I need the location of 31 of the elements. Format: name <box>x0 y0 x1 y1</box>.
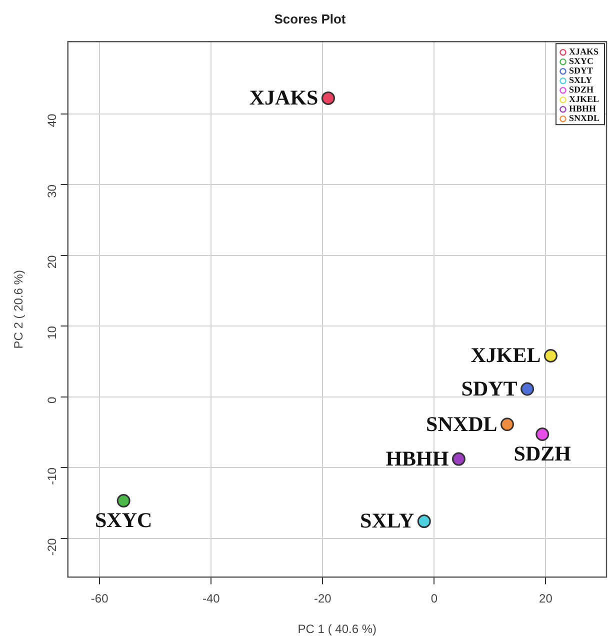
legend-label: SXLY <box>568 75 593 86</box>
text: SDYT <box>461 376 518 400</box>
y-tick-label: 20 <box>45 254 60 269</box>
legend-label: SXYC <box>568 56 594 66</box>
y-axis-title: PC 2 ( 20.6 %) <box>12 270 26 349</box>
legend-label: HBHH <box>568 104 596 114</box>
text: HBHH <box>386 446 449 470</box>
legend-label: XJAKS <box>568 46 599 57</box>
text: XJKEL <box>470 343 541 368</box>
text: SNXDL <box>426 412 498 436</box>
y-tick-label: 30 <box>45 184 60 198</box>
x-axis-title: PC 1 ( 40.6 %) <box>298 622 376 636</box>
legend-label: SNXDL <box>568 113 600 124</box>
legend-label: SDZH <box>568 84 594 95</box>
y-tick-label: -20 <box>45 538 60 556</box>
x-tick-label: -40 <box>202 592 220 606</box>
text: SXLY <box>360 508 414 533</box>
text: SDZH <box>514 442 571 466</box>
y-tick-label: 0 <box>45 396 60 404</box>
y-tick-label: 40 <box>45 113 60 128</box>
x-tick-label: -60 <box>90 592 109 606</box>
x-tick-label: -20 <box>314 592 332 606</box>
x-tick-label: 0 <box>430 592 438 606</box>
legend-label: SDYT <box>568 66 594 76</box>
text: XJAKS <box>249 86 318 110</box>
text: SXYC <box>94 508 152 532</box>
chart-title: Scores Plot <box>274 11 346 26</box>
legend-label: XJKEL <box>568 94 600 104</box>
y-tick-label: 10 <box>45 326 60 340</box>
y-tick-label: -10 <box>45 467 60 485</box>
x-tick-label: 20 <box>539 592 553 606</box>
